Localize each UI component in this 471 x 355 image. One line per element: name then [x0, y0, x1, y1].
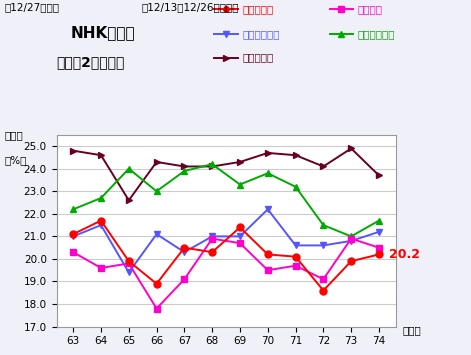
Text: ひよっこ: ひよっこ: [358, 4, 383, 14]
Text: 20.2: 20.2: [389, 248, 420, 261]
Text: あさが来た: あさが来た: [243, 53, 274, 62]
Text: とと姉ちゃん: とと姉ちゃん: [358, 29, 396, 39]
Text: （最近2週間分）: （最近2週間分）: [57, 55, 125, 69]
Text: NHK朝ドラ: NHK朝ドラ: [71, 25, 135, 40]
Text: （回）: （回）: [403, 326, 422, 335]
Text: （12/27更新）: （12/27更新）: [5, 2, 60, 12]
Text: わろてんか: わろてんか: [243, 4, 274, 14]
Text: （%）: （%）: [5, 155, 27, 165]
Text: 視聴率: 視聴率: [5, 130, 24, 140]
Text: （12/13～12/26放送分）: （12/13～12/26放送分）: [141, 2, 239, 12]
Text: べっぴんさん: べっぴんさん: [243, 29, 280, 39]
